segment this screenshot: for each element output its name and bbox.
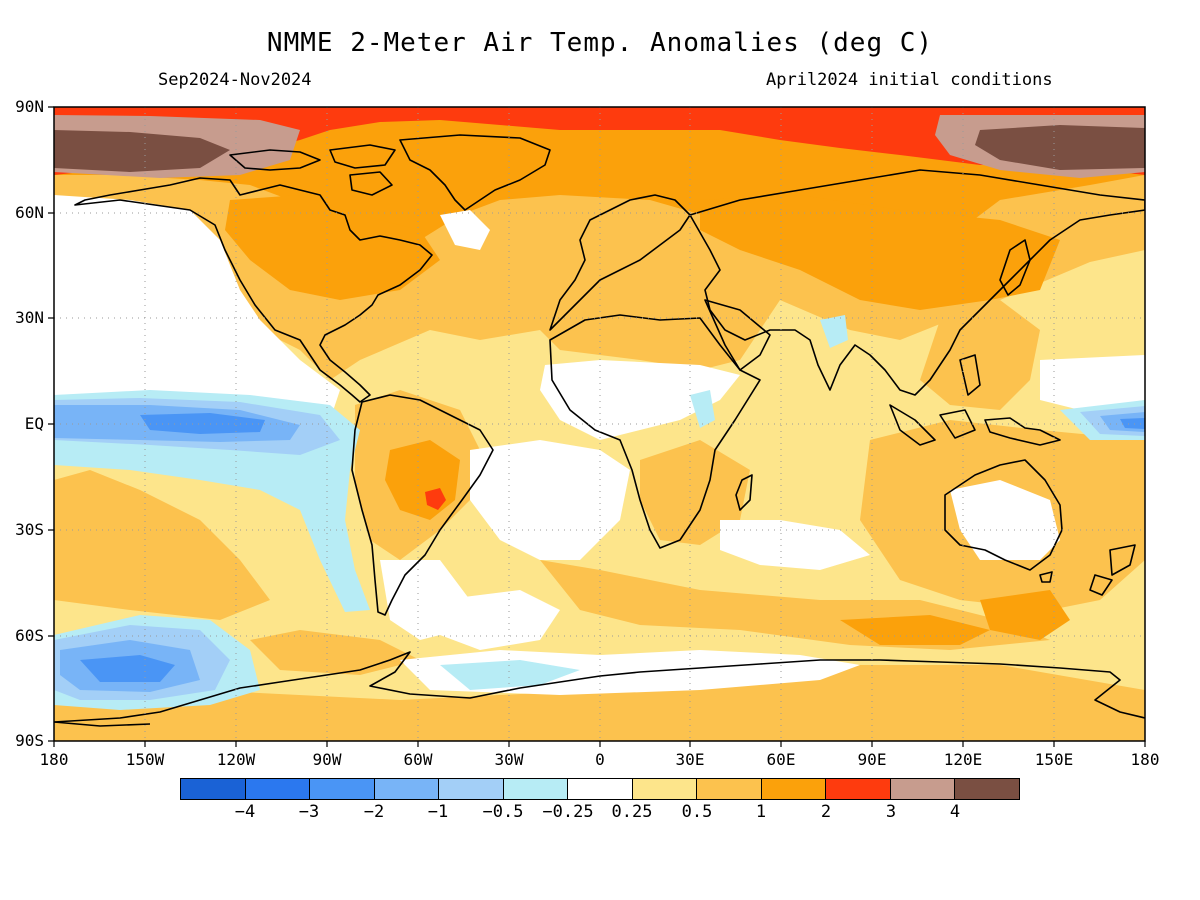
colorbar-box: [890, 779, 956, 799]
lat-label-30n: 30N: [15, 308, 44, 327]
lat-label-60s: 60S: [15, 626, 44, 645]
colorbar-label: 1: [755, 802, 767, 822]
anomaly-region: [840, 615, 990, 645]
colorbar-label: 0.25: [611, 802, 653, 822]
colorbar-label: −0.5: [482, 802, 524, 822]
colorbar-label: −3: [298, 802, 320, 822]
lon-label-120w: 120W: [216, 750, 256, 769]
anomaly-region: [54, 107, 1145, 175]
coastline: [549, 314, 761, 549]
coastline: [939, 409, 976, 439]
colorbar-box: [568, 779, 633, 799]
anomaly-region: [225, 195, 440, 300]
lon-label-150e: 150E: [1034, 750, 1074, 769]
colorbar: [180, 778, 1020, 800]
coastline: [1089, 574, 1113, 596]
anomaly-region: [440, 590, 560, 650]
coastline: [689, 169, 1145, 396]
colorbar-box: [310, 779, 375, 799]
colorbar-box: [632, 779, 698, 799]
colorbar-label: 3: [885, 802, 897, 822]
anomaly-region: [440, 660, 580, 690]
coastline: [1039, 571, 1053, 583]
lon-label-0: 0: [595, 750, 605, 769]
lat-label-eq: EQ: [24, 414, 44, 433]
colorbar-label: 0.5: [681, 802, 713, 822]
lon-label-90e: 90E: [857, 750, 887, 769]
lat-label-90s: 90S: [15, 731, 44, 750]
coastline: [54, 721, 151, 727]
colorbar-label: −1: [427, 802, 449, 822]
lon-label-120e: 120E: [943, 750, 983, 769]
lon-label-180e: 180: [1130, 750, 1160, 769]
lon-label-60e: 60E: [766, 750, 796, 769]
colorbar-box: [697, 779, 762, 799]
lat-label-90n: 90N: [15, 97, 44, 116]
coastline: [1109, 544, 1136, 576]
colorbar-box: [374, 779, 440, 799]
lat-label-60n: 60N: [15, 203, 44, 222]
colorbar-box: [245, 779, 311, 799]
coastline: [54, 651, 1145, 723]
anomaly-region: [540, 360, 740, 440]
coastline: [999, 239, 1031, 296]
coastline: [349, 171, 393, 196]
coastline: [959, 354, 981, 396]
axis-ticks: [48, 106, 1146, 747]
lon-label-150w: 150W: [125, 750, 165, 769]
coastline: [329, 144, 396, 169]
lon-label-180w: 180: [39, 750, 69, 769]
coastline: [229, 149, 321, 171]
forecast-period: Sep2024-Nov2024: [158, 70, 312, 90]
anomaly-region: [1040, 355, 1145, 410]
colorbar-label: 2: [820, 802, 832, 822]
tick: [48, 106, 54, 742]
coastline: [549, 194, 691, 331]
anomaly-region: [975, 125, 1145, 170]
coastline: [984, 417, 1061, 446]
anomaly-region: [425, 488, 446, 510]
colorbar-label: −0.25: [542, 802, 594, 822]
anomaly-region: [54, 470, 270, 620]
lat-label-30s: 30S: [15, 520, 44, 539]
anomaly-region: [1120, 418, 1145, 429]
anomaly-region: [690, 390, 715, 428]
anomaly-region: [440, 210, 490, 250]
coastline: [704, 299, 771, 371]
colorbar-box: [181, 779, 246, 799]
lon-label-30w: 30W: [494, 750, 524, 769]
anomaly-region: [54, 130, 230, 172]
colorbar-label: −2: [363, 802, 385, 822]
colorbar-box: [503, 779, 569, 799]
anomaly-region: [700, 195, 1060, 310]
lon-label-30e: 30E: [675, 750, 705, 769]
coastline: [735, 474, 753, 511]
anomaly-region: [80, 655, 175, 682]
anomaly-region: [920, 300, 1040, 410]
colorbar-label: −4: [234, 802, 256, 822]
coastline: [351, 394, 494, 616]
anomaly-region: [140, 413, 265, 434]
coastline: [399, 134, 551, 211]
anomaly-region: [820, 315, 848, 348]
colorbar-box: [439, 779, 504, 799]
anomaly-region: [640, 440, 750, 545]
map-title: NMME 2-Meter Air Temp. Anomalies (deg C): [266, 28, 934, 58]
initial-conditions: April2024 initial conditions: [766, 70, 1053, 90]
coastline: [889, 404, 936, 446]
colorbar-box: [826, 779, 891, 799]
colorbar-label: 4: [949, 802, 961, 822]
colorbar-box: [761, 779, 827, 799]
lon-label-60w: 60W: [403, 750, 433, 769]
anomaly-region: [980, 590, 1070, 640]
colorbar-box: [955, 779, 1019, 799]
anomaly-region: [720, 520, 870, 570]
coastline: [944, 459, 1063, 571]
anomaly-region: [950, 480, 1060, 560]
tick: [53, 741, 1146, 747]
lon-label-90w: 90W: [312, 750, 342, 769]
